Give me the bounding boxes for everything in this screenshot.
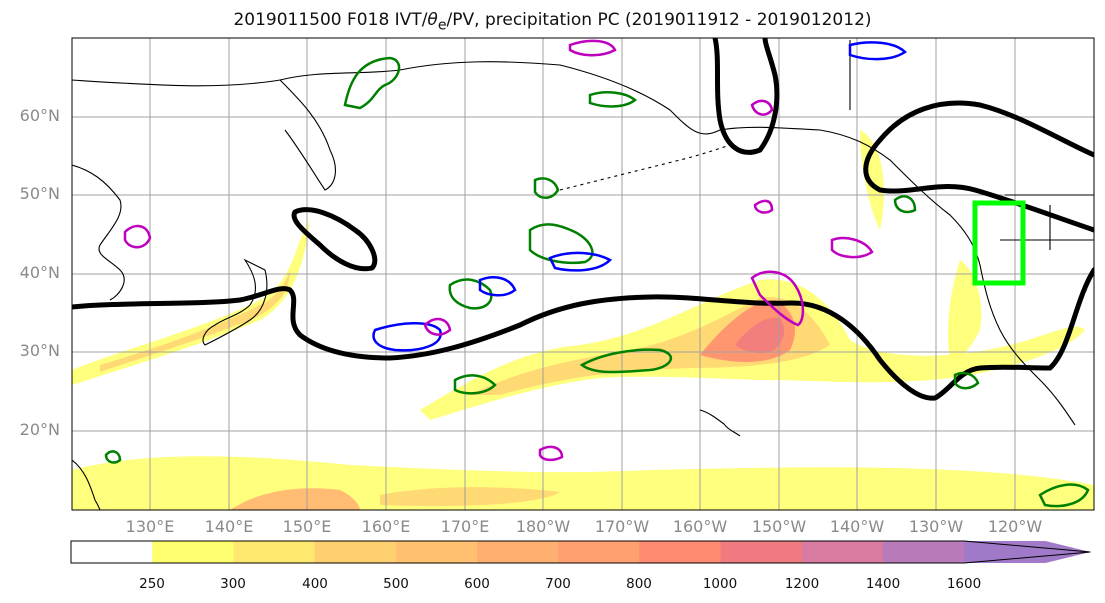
blue-4 xyxy=(478,276,517,297)
pv-3 xyxy=(448,278,493,310)
pv-6 xyxy=(533,177,560,199)
lon-label-140w: 140°W xyxy=(829,517,885,536)
na-borders xyxy=(849,40,1094,250)
colorbar-segment xyxy=(477,541,559,563)
pv-5 xyxy=(453,374,497,395)
pv-11 xyxy=(104,450,122,464)
colorbar-tick-1000: 1000 xyxy=(702,576,738,592)
blue-2 xyxy=(548,251,613,272)
na-west-coast xyxy=(889,159,1076,426)
asia-coast xyxy=(72,164,125,301)
blue-1 xyxy=(372,322,442,352)
colorbar-segment xyxy=(639,541,722,563)
theta-e-contours xyxy=(72,38,1094,401)
ivt-core-inner xyxy=(735,317,785,354)
ivt-south-core xyxy=(230,488,360,510)
lat-label-40: 40°N xyxy=(19,263,60,282)
lat-label-20: 20°N xyxy=(19,420,60,439)
colorbar-tick-600: 600 xyxy=(464,576,490,592)
ivt-band-west-inner xyxy=(100,270,290,372)
ivt-band-west xyxy=(72,220,310,385)
lon-label-150w: 150°W xyxy=(751,517,807,536)
colorbar-segment xyxy=(233,541,316,563)
lon-label-160w: 160°W xyxy=(672,517,728,536)
philippines xyxy=(72,459,101,510)
colorbar-segment xyxy=(152,541,234,563)
colorbar-segment xyxy=(71,541,153,563)
graticule xyxy=(72,38,1094,510)
magenta-2 xyxy=(123,224,152,249)
lon-label-130w: 130°W xyxy=(908,517,964,536)
colorbar-tick-400: 400 xyxy=(302,576,328,592)
lon-label-170e: 170°E xyxy=(440,517,490,536)
target-region-box xyxy=(972,200,1026,286)
theta-e-loop-west xyxy=(291,207,378,272)
colorbar-segment xyxy=(883,541,965,563)
japan-coast xyxy=(202,258,268,346)
title-subscript: e xyxy=(437,17,447,34)
magenta-1 xyxy=(750,270,805,327)
lon-label-150e: 150°E xyxy=(282,517,332,536)
colorbar-outline xyxy=(70,540,1091,564)
colorbar-tick-300: 300 xyxy=(220,576,246,592)
magenta-7 xyxy=(423,317,452,336)
colorbar-segment xyxy=(964,541,1091,563)
map-frame xyxy=(71,37,1095,511)
ivt-south-patch xyxy=(380,487,560,507)
magenta-5 xyxy=(538,445,564,462)
pv-4 xyxy=(579,348,673,374)
pv-10 xyxy=(893,195,917,214)
title-theta: θ xyxy=(427,10,438,30)
lon-label-120w: 120°W xyxy=(987,517,1043,536)
colorbar-segment xyxy=(395,541,478,563)
lon-label-180w: 180°W xyxy=(515,517,571,536)
magenta-contours xyxy=(123,39,874,462)
colorbar-segments xyxy=(71,541,1091,563)
alaska-coast xyxy=(399,61,891,161)
colorbar-segment xyxy=(314,541,397,563)
lon-label-160e: 160°E xyxy=(361,517,411,536)
theta-e-north xyxy=(863,100,1094,233)
magenta-3 xyxy=(830,236,874,259)
pv-9 xyxy=(588,91,638,108)
aleutians xyxy=(559,144,731,191)
colorbar-tick-500: 500 xyxy=(383,576,409,592)
pv-2 xyxy=(528,223,594,265)
theta-e-alaska xyxy=(712,38,780,155)
lat-label-30: 30°N xyxy=(19,341,60,360)
ivt-shading xyxy=(72,130,1094,510)
lat-label-60: 60°N xyxy=(19,106,60,125)
pv-8 xyxy=(953,371,980,390)
colorbar-tick-1200: 1200 xyxy=(784,576,820,592)
colorbar-tick-1400: 1400 xyxy=(865,576,901,592)
colorbar-tick-700: 700 xyxy=(545,576,571,592)
title-suffix: /PV, precipitation PC (2019011912 - 2019… xyxy=(446,10,872,30)
pv-1 xyxy=(343,56,401,110)
colorbar-tick-250: 250 xyxy=(139,576,165,592)
ivt-subtropical-patch xyxy=(860,130,884,230)
colorbar-tick-800: 800 xyxy=(626,576,652,592)
pv-contours xyxy=(104,56,1090,508)
colorbar-tick-1600: 1600 xyxy=(946,576,982,592)
blue-3 xyxy=(848,41,907,61)
theta-e-main xyxy=(72,267,1094,401)
colorbar-segment xyxy=(558,541,640,563)
hawaii xyxy=(699,409,741,437)
kamchatka-coast xyxy=(279,79,336,191)
lon-label-140e: 140°E xyxy=(204,517,254,536)
pv-7 xyxy=(1038,483,1090,508)
colorbar-segment xyxy=(801,541,884,563)
lat-label-50: 50°N xyxy=(19,184,60,203)
magenta-6 xyxy=(753,199,774,214)
lon-label-170w: 170°W xyxy=(594,517,650,536)
lon-label-130e: 130°E xyxy=(125,517,175,536)
title-prefix: 2019011500 F018 IVT/ xyxy=(233,10,428,30)
magenta-8 xyxy=(750,99,774,116)
map-title: 2019011500 F018 IVT/θe/PV, precipitation… xyxy=(0,10,1105,33)
colorbar-segment xyxy=(720,541,803,563)
blue-contours xyxy=(372,41,907,352)
magenta-4 xyxy=(568,39,617,57)
